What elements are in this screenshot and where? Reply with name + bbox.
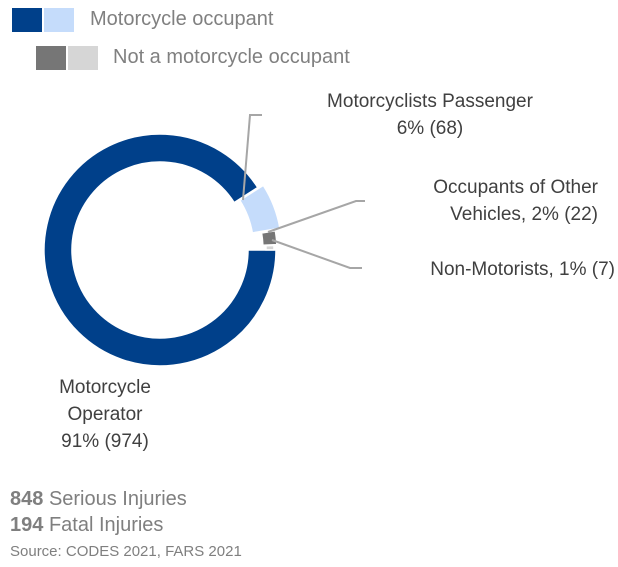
source: Source: CODES 2021, FARS 2021 — [10, 543, 242, 560]
total-line: 848 Serious Injuries — [10, 488, 187, 511]
total-number: 194 — [10, 514, 44, 536]
legend-swatch — [68, 46, 98, 70]
total-line: 194 Fatal Injuries — [10, 514, 163, 537]
donut-slice — [260, 229, 278, 247]
donut-slice — [43, 133, 277, 367]
value-label: 6% (68) — [396, 118, 464, 139]
legend-label: Not a motorcycle occupant — [113, 46, 350, 68]
legend-swatch — [44, 8, 74, 32]
category-label: Motorcyclists Passenger — [327, 91, 533, 112]
donut-slice — [238, 184, 281, 234]
value-label: 91% (974) — [61, 431, 149, 452]
leader-line — [271, 239, 362, 269]
leader-line — [267, 200, 365, 233]
category-label: Non-Motorists, — [430, 259, 554, 280]
slice-label: Motorcycle Operator 91% (974) — [20, 374, 190, 455]
legend-swatch — [36, 46, 66, 70]
total-text: Serious Injuries — [48, 488, 187, 510]
slice-label: Non-Motorists, 1% (7) — [370, 256, 615, 283]
slice-label: Motorcyclists Passenger 6% (68) — [280, 88, 580, 142]
category-label: Motorcycle Operator — [59, 377, 151, 425]
total-number: 848 — [10, 488, 44, 510]
category-label: Occupants of Other Vehicles, — [433, 177, 598, 225]
leader-line — [242, 114, 262, 201]
slice-label: Occupants of Other Vehicles, 2% (22) — [380, 174, 598, 228]
donut-slice — [265, 244, 275, 251]
legend-swatch — [12, 8, 42, 32]
value-label: 2% (22) — [531, 204, 598, 225]
value-label: 1% (7) — [559, 259, 615, 280]
legend-label: Motorcycle occupant — [90, 8, 274, 30]
total-text: Fatal Injuries — [48, 514, 164, 536]
